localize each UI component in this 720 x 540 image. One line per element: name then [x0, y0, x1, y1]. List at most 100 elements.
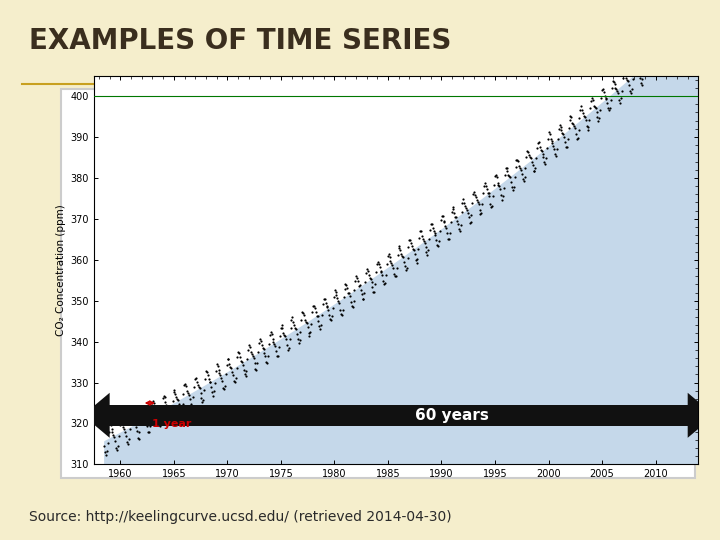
Point: [158, 392, 169, 400]
Point: [484, 192, 495, 201]
Point: [106, 425, 117, 434]
Point: [356, 290, 367, 299]
Point: [336, 310, 348, 319]
Point: [394, 242, 405, 251]
Point: [118, 425, 130, 434]
Point: [672, 23, 684, 31]
Point: [199, 386, 210, 394]
Point: [422, 251, 433, 259]
Point: [513, 161, 525, 170]
Point: [391, 263, 402, 272]
Point: [276, 321, 287, 330]
Point: [643, 56, 654, 65]
Point: [243, 346, 254, 355]
Point: [235, 357, 247, 366]
Point: [618, 68, 630, 77]
Point: [578, 112, 590, 120]
Point: [161, 401, 172, 409]
Point: [318, 295, 330, 303]
Point: [657, 60, 668, 69]
Point: [145, 411, 157, 420]
Point: [604, 104, 616, 112]
Point: [526, 157, 538, 166]
Point: [294, 336, 305, 345]
Point: [346, 301, 358, 310]
Point: [182, 389, 194, 397]
Point: [337, 306, 348, 314]
Point: [489, 172, 500, 180]
Point: [375, 267, 387, 275]
Point: [315, 321, 327, 329]
FancyBboxPatch shape: [104, 405, 693, 426]
Point: [692, 11, 703, 19]
Point: [444, 234, 455, 243]
Point: [510, 156, 522, 164]
Point: [141, 416, 153, 424]
Point: [176, 408, 187, 416]
Point: [613, 89, 624, 98]
Point: [212, 362, 223, 370]
Point: [351, 272, 362, 280]
Point: [525, 154, 536, 163]
Point: [597, 85, 608, 93]
Point: [678, 42, 690, 51]
Point: [110, 444, 122, 453]
Point: [238, 366, 250, 374]
Point: [112, 442, 124, 450]
Point: [298, 311, 310, 320]
Point: [229, 378, 240, 387]
Point: [683, 10, 694, 18]
Point: [372, 257, 384, 266]
Point: [441, 224, 452, 233]
Point: [571, 134, 582, 143]
Point: [665, 43, 677, 51]
Point: [178, 389, 189, 398]
Point: [516, 165, 527, 174]
Point: [531, 144, 543, 152]
Point: [555, 122, 567, 131]
Point: [406, 242, 418, 251]
Point: [377, 276, 389, 285]
Point: [217, 383, 229, 392]
Point: [409, 249, 420, 258]
Point: [127, 414, 139, 423]
Point: [519, 173, 531, 181]
Point: [228, 371, 239, 380]
Point: [305, 328, 316, 336]
Point: [369, 288, 380, 296]
Point: [559, 138, 571, 146]
Point: [217, 377, 228, 386]
Point: [437, 212, 449, 220]
Point: [436, 212, 448, 220]
Point: [674, 26, 685, 35]
Point: [518, 177, 529, 186]
Point: [334, 305, 346, 314]
Point: [220, 370, 232, 379]
Point: [222, 355, 233, 363]
Point: [193, 382, 204, 391]
Point: [646, 70, 657, 79]
Point: [608, 77, 619, 86]
Point: [444, 229, 456, 238]
Point: [471, 195, 482, 204]
Point: [517, 175, 528, 184]
Point: [269, 342, 281, 351]
Point: [159, 393, 171, 402]
Point: [454, 226, 466, 235]
Point: [166, 407, 178, 415]
Point: [523, 151, 535, 160]
Point: [570, 124, 581, 132]
Point: [553, 125, 564, 133]
Point: [603, 104, 614, 112]
Point: [510, 163, 521, 171]
Point: [347, 302, 359, 311]
Point: [424, 225, 436, 234]
Point: [196, 394, 207, 403]
Point: [117, 423, 129, 432]
Point: [161, 402, 173, 410]
Point: [438, 218, 450, 227]
Point: [311, 312, 323, 320]
Point: [185, 400, 197, 408]
Point: [373, 260, 384, 268]
Point: [690, 31, 701, 39]
